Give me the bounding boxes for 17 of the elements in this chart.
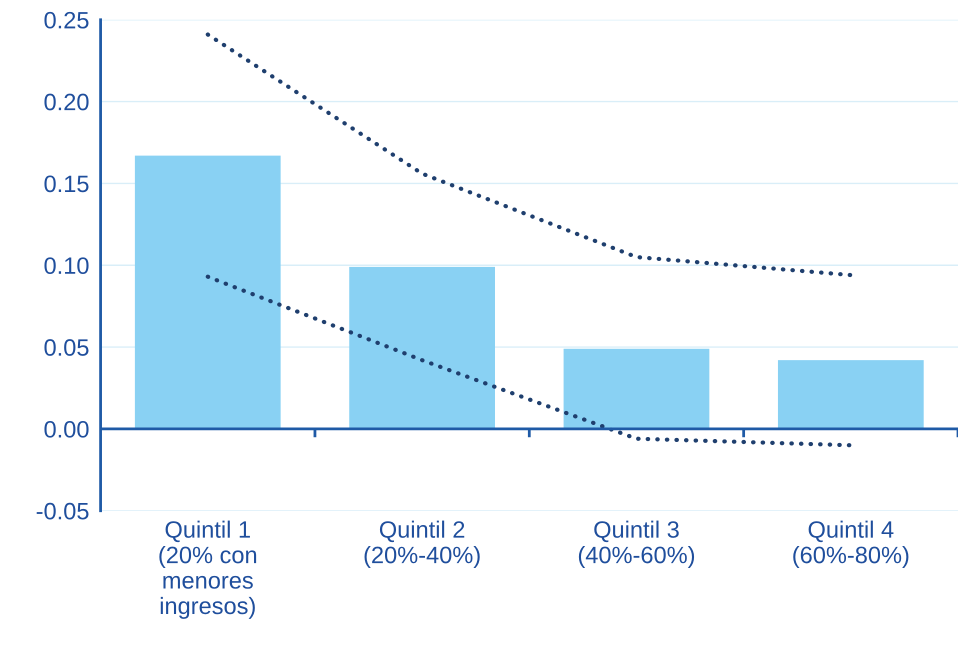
y-tick-label: 0.00	[44, 420, 89, 438]
bar	[134, 156, 281, 429]
line-series	[206, 32, 853, 278]
bar	[564, 348, 710, 429]
x-tick-label: Quintil 2 (20%-40%)	[364, 520, 480, 568]
line-series	[206, 274, 853, 448]
bar	[778, 360, 924, 429]
y-tick-label: 0.05	[44, 339, 88, 356]
x-tick-label: Quintil 4 (60%-80%)	[793, 520, 908, 568]
y-tick-label: 0.20	[44, 94, 89, 110]
x-tick-label: Quintil 3 (40%-60%)	[578, 520, 694, 568]
bar	[349, 266, 495, 429]
y-tick-label: 0.25	[44, 12, 88, 29]
x-tick-label: Quintil 1 (20% con menores ingresos)	[159, 520, 256, 619]
y-tick-label: 0.15	[44, 175, 88, 192]
y-tick-label: -0.05	[36, 502, 88, 520]
y-tick-label: 0.10	[44, 257, 89, 274]
